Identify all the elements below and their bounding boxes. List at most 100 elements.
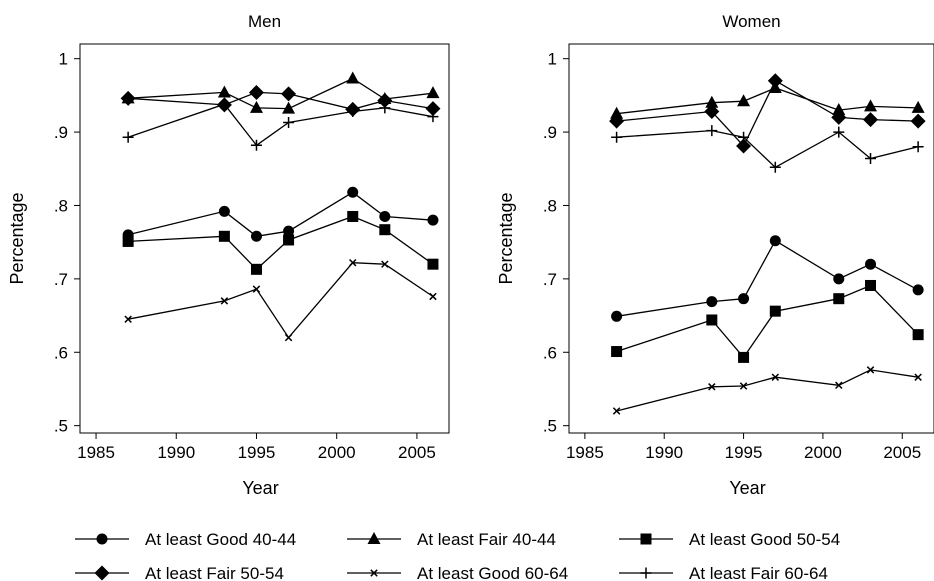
- women-data-point-triangle: [610, 106, 624, 119]
- women-data-point-triangle: [737, 94, 751, 107]
- women-data-point-square: [706, 314, 718, 326]
- women-data-point-diamond: [736, 138, 752, 154]
- legend-entry-at-least-fair-40-44: At least Fair 40-44: [347, 530, 556, 549]
- women-data-point-circle: [738, 293, 750, 305]
- men-data-point-circle: [283, 225, 295, 237]
- legend-label: At least Good 60-64: [417, 564, 568, 581]
- women-data-point-circle: [769, 235, 781, 247]
- men-series-line: [127, 262, 434, 339]
- legend-marker-diamond: [94, 565, 110, 581]
- women-data-point-x: [771, 373, 780, 381]
- men-x-tick-label: 1985: [77, 443, 115, 462]
- women-data-point-plus: [706, 125, 718, 137]
- women-y-tick-label: .8: [543, 196, 557, 215]
- women-data-point-square: [738, 351, 750, 363]
- men-x-axis-title: Year: [242, 478, 278, 498]
- women-plot-frame: [568, 43, 934, 434]
- men-data-point-plus: [427, 111, 439, 123]
- men-data-point-plus: [379, 102, 391, 114]
- legend-entry-at-least-good-60-64: At least Good 60-64: [347, 564, 568, 581]
- men-series-at-least-good-50-54: [122, 210, 439, 275]
- men-data-point-plus: [250, 139, 262, 151]
- women-series-at-least-fair-50-54: [609, 73, 926, 154]
- men-data-point-square: [379, 224, 391, 236]
- men-y-tick-label: .7: [54, 270, 68, 289]
- women-data-point-circle: [865, 258, 877, 270]
- men-y-tick-label: .6: [54, 343, 68, 362]
- women-data-point-diamond: [910, 113, 926, 129]
- women-data-point-x: [612, 407, 621, 415]
- men-series-at-least-fair-60-64: [122, 98, 439, 151]
- men-y-tick-label: 1: [59, 50, 68, 69]
- men-data-point-triangle: [249, 100, 263, 113]
- men-data-point-x: [124, 315, 132, 323]
- legend-entry-at-least-fair-60-64: At least Fair 60-64: [619, 564, 828, 581]
- women-data-point-triangle: [911, 100, 925, 113]
- women-y-tick-label: .7: [543, 270, 557, 289]
- women-y-tick-label: .5: [543, 417, 557, 436]
- women-data-point-circle: [706, 296, 718, 308]
- men-data-point-diamond: [377, 93, 393, 109]
- women-series-at-least-fair-40-44: [610, 81, 925, 119]
- men-y-tick-label: .9: [54, 123, 68, 142]
- men-x-tick-label: 2005: [398, 443, 436, 462]
- men-data-point-square: [283, 234, 295, 246]
- men-data-point-x: [252, 285, 261, 293]
- men-data-point-diamond: [120, 90, 136, 106]
- legend-label: At least Good 40-44: [145, 530, 296, 549]
- women-x-tick-label: 1985: [566, 443, 604, 462]
- men-plot-frame: [79, 43, 450, 434]
- men-data-point-x: [429, 292, 437, 301]
- women-data-point-diamond: [767, 73, 783, 89]
- men-series-at-least-good-60-64: [124, 258, 437, 342]
- women-data-point-x: [914, 373, 922, 381]
- women-series-line: [616, 284, 919, 359]
- men-data-point-plus: [283, 117, 295, 129]
- women-series-at-least-good-40-44: [611, 235, 924, 322]
- men-y-axis-title: Percentage: [7, 192, 27, 284]
- men-data-point-circle: [347, 186, 359, 198]
- women-data-point-plus: [611, 131, 623, 143]
- women-y-tick-label: .6: [543, 343, 557, 362]
- legend-label: At least Fair 60-64: [689, 564, 828, 581]
- women-data-point-circle: [611, 310, 623, 322]
- women-x-tick-label: 1990: [645, 443, 683, 462]
- women-data-point-triangle: [705, 95, 719, 108]
- men-series-at-least-fair-40-44: [121, 71, 440, 114]
- men-data-point-diamond: [425, 101, 441, 117]
- women-data-point-square: [865, 279, 877, 291]
- legend-marker-plus: [640, 567, 652, 579]
- women-data-point-circle: [912, 284, 924, 296]
- legend-marker-x: [370, 569, 378, 577]
- men-data-point-x: [284, 333, 293, 342]
- women-series-line: [616, 129, 919, 169]
- men-data-point-triangle: [217, 85, 231, 98]
- men-data-point-x: [349, 258, 357, 267]
- women-panel-title: Women: [722, 12, 780, 31]
- women-data-point-triangle: [864, 99, 878, 112]
- panel-men: Men .5 .6 .7 .8 .9 1 1985 1990 1995 2000 2005 Year Pe…: [7, 12, 450, 498]
- women-data-point-x: [739, 382, 748, 390]
- women-series-at-least-good-60-64: [612, 366, 922, 415]
- women-data-point-diamond: [704, 104, 720, 120]
- men-data-point-circle: [427, 214, 439, 226]
- legend-label: At least Fair 50-54: [145, 564, 284, 581]
- women-data-point-plus: [865, 152, 877, 164]
- men-data-point-square: [250, 263, 262, 275]
- men-series-line: [127, 103, 434, 147]
- men-x-tick-label: 2000: [318, 443, 356, 462]
- men-data-point-triangle: [426, 86, 440, 99]
- legend-entry-at-least-good-40-44: At least Good 40-44: [75, 530, 296, 549]
- women-data-point-square: [611, 346, 623, 358]
- men-data-point-plus: [218, 98, 230, 110]
- women-x-axis-title: Year: [729, 478, 765, 498]
- legend-label: At least Fair 40-44: [417, 530, 556, 549]
- men-data-point-plus: [122, 131, 134, 143]
- women-data-point-square: [912, 329, 924, 341]
- women-data-point-plus: [769, 161, 781, 173]
- legend-label: At least Good 50-54: [689, 530, 840, 549]
- men-data-point-circle: [218, 205, 230, 217]
- legend-marker-triangle: [367, 532, 381, 544]
- men-data-point-square: [427, 258, 439, 270]
